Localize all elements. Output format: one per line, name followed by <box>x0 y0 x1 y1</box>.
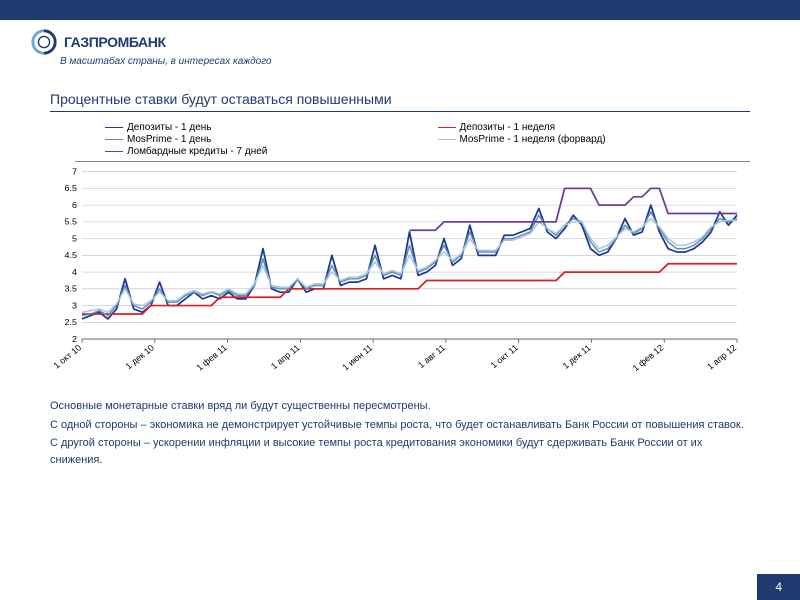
legend-item: MosPrime - 1 неделя (форвард) <box>438 134 751 145</box>
body-text: Основные монетарные ставки вряд ли будут… <box>50 398 750 468</box>
svg-text:1 окт 11: 1 окт 11 <box>489 343 521 371</box>
top-bar <box>0 0 800 20</box>
svg-text:3: 3 <box>72 301 77 311</box>
line-chart: 22.533.544.555.566.571 окт 101 дек 101 ф… <box>50 164 750 384</box>
svg-text:1 авг 11: 1 авг 11 <box>416 343 447 370</box>
svg-text:6.5: 6.5 <box>64 183 77 193</box>
svg-text:5.5: 5.5 <box>64 217 77 227</box>
svg-text:4.5: 4.5 <box>64 250 77 260</box>
brand-logo: ГАЗПРОМБАНК <box>0 20 800 58</box>
svg-text:4: 4 <box>72 267 77 277</box>
page-number: 4 <box>757 574 800 600</box>
svg-text:1 июн 11: 1 июн 11 <box>340 343 374 373</box>
slide-title: Процентные ставки будут оставаться повыш… <box>50 91 750 112</box>
legend-item: Депозиты - 1 неделя <box>438 122 751 133</box>
legend-item: Депозиты - 1 день <box>105 122 418 133</box>
svg-text:1 фев 12: 1 фев 12 <box>630 343 665 373</box>
brand-icon <box>30 28 58 56</box>
body-paragraph: С другой стороны – ускорении инфляции и … <box>50 435 750 468</box>
svg-text:2.5: 2.5 <box>64 317 77 327</box>
brand-name: ГАЗПРОМБАНК <box>64 34 166 50</box>
svg-text:1 окт 10: 1 окт 10 <box>51 343 83 371</box>
body-paragraph: Основные монетарные ставки вряд ли будут… <box>50 398 750 415</box>
svg-text:3.5: 3.5 <box>64 284 77 294</box>
body-paragraph: С одной стороны – экономика не демонстри… <box>50 417 750 434</box>
svg-text:1 фев 11: 1 фев 11 <box>194 343 229 373</box>
chart-legend: Депозиты - 1 деньДепозиты - 1 неделяMosP… <box>75 120 750 162</box>
legend-item: MosPrime - 1 день <box>105 134 418 145</box>
svg-text:1 дек 11: 1 дек 11 <box>561 343 593 371</box>
svg-text:6: 6 <box>72 200 77 210</box>
legend-item: Ломбардные кредиты - 7 дней <box>105 146 418 157</box>
svg-text:1 апр 12: 1 апр 12 <box>705 343 738 372</box>
brand-tagline: В масштабах страны, в интересах каждого <box>0 56 800 67</box>
svg-text:5: 5 <box>72 234 77 244</box>
svg-text:1 дек 10: 1 дек 10 <box>123 343 156 372</box>
chart-container: Депозиты - 1 деньДепозиты - 1 неделяMosP… <box>50 120 750 384</box>
svg-text:7: 7 <box>72 167 77 177</box>
svg-text:1 апр 11: 1 апр 11 <box>269 343 302 372</box>
